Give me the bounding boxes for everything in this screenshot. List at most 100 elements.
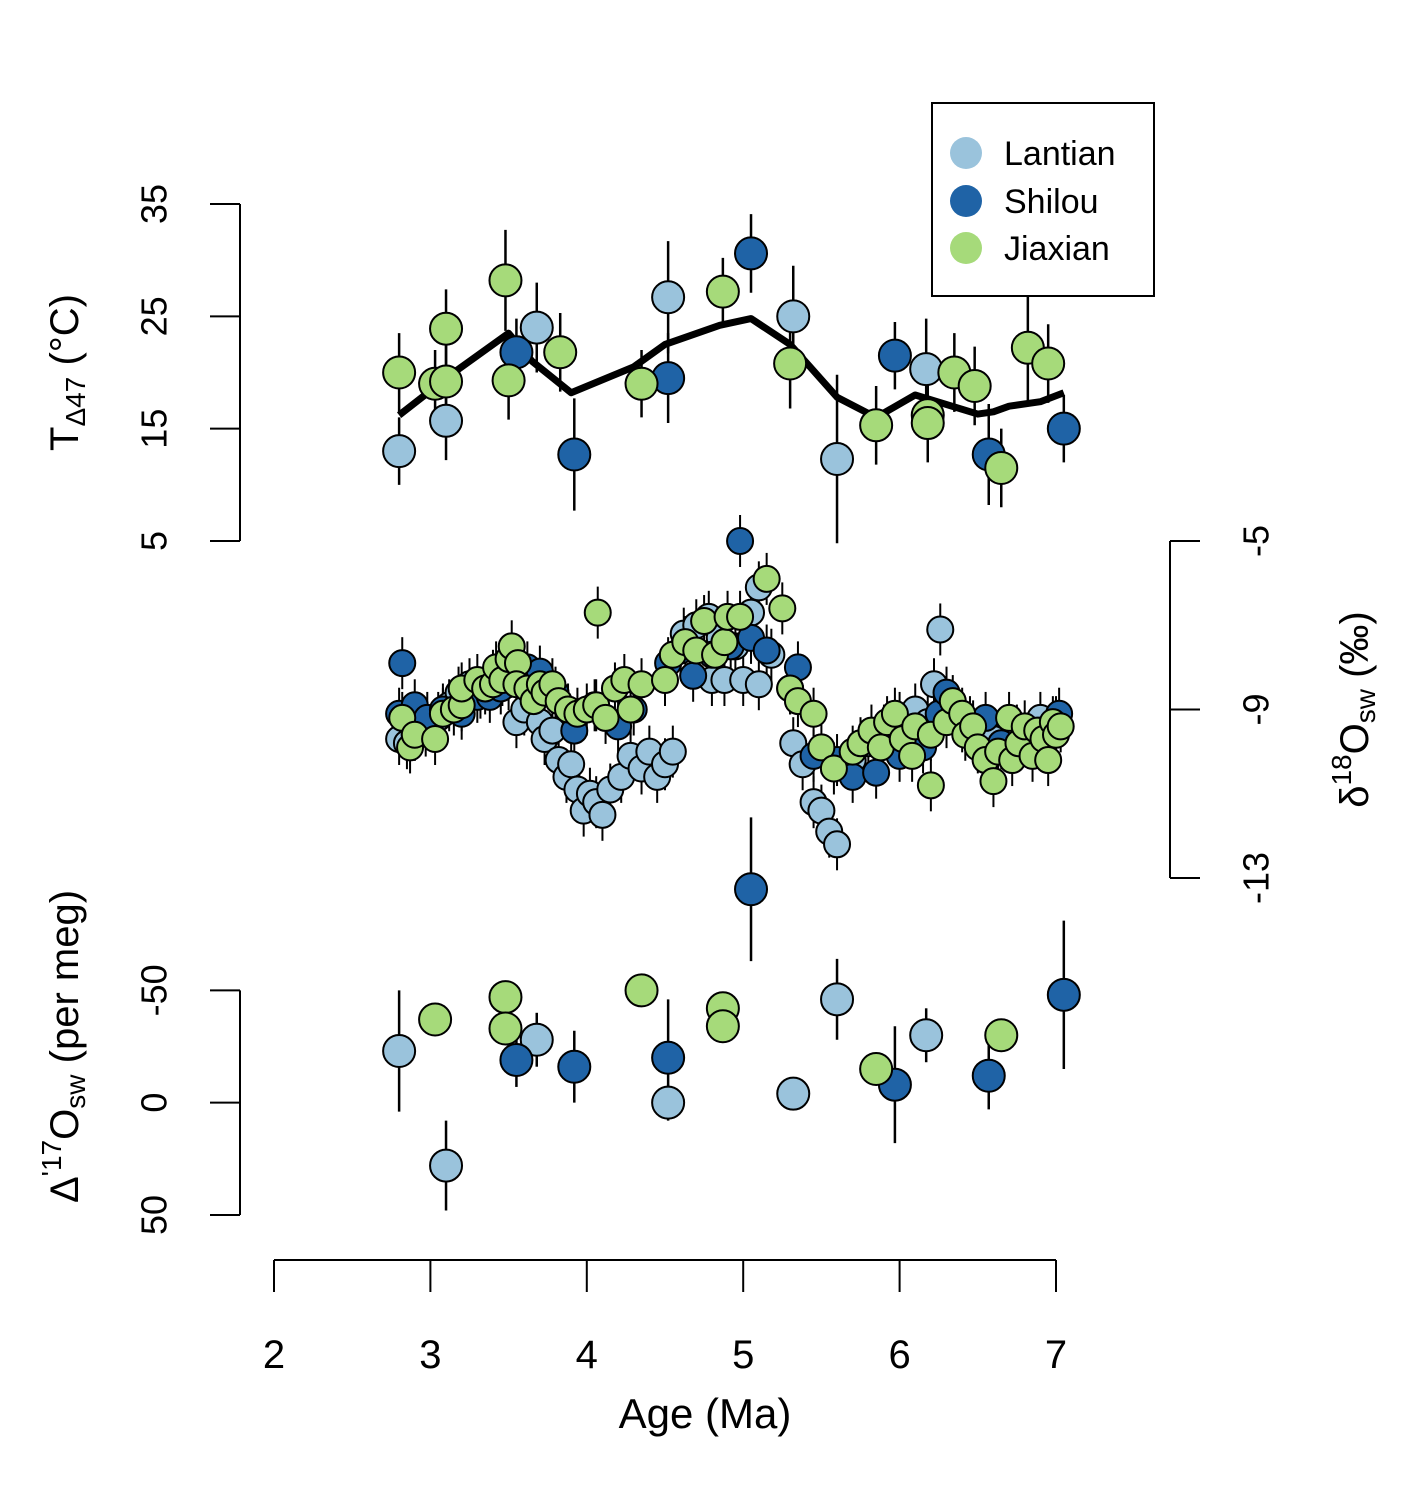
point-lantian [651,280,686,315]
y-tick-label-D17O: 50 [134,1195,175,1235]
x-tick-label: 6 [888,1333,910,1377]
point-jiaxian [957,368,992,403]
point-lantian [909,1018,944,1053]
point-shilou [752,636,781,665]
point-jiaxian [421,724,450,753]
point-jiaxian [591,703,620,732]
point-lantian [382,1033,417,1068]
y-title-rest: O [1333,723,1377,754]
point-jiaxian [910,406,945,441]
point-shilou [1046,977,1081,1012]
point-jiaxian [898,741,927,770]
panel-d18o: -13 -9 -5 δ18Osw (‰) [385,515,1381,904]
y-title-main: Δ [43,1176,87,1203]
point-shilou [877,338,912,373]
point-jiaxian [705,1009,740,1044]
point-shilou [679,661,708,690]
point-jiaxian [984,1018,1019,1053]
point-shilou [971,1058,1006,1093]
point-jiaxian [543,335,578,370]
point-shilou [499,335,534,370]
point-jiaxian [859,1051,894,1086]
point-jiaxian [1034,746,1063,775]
point-jiaxian [491,363,526,398]
point-jiaxian [583,598,612,627]
point-shilou [734,236,769,271]
point-lantian [429,403,464,438]
y-tick-label-D17O: -50 [134,964,175,1016]
y-tick-label-temperature: 35 [134,184,175,224]
point-lantian [557,750,586,779]
legend-marker-lantian [950,137,982,169]
y-title-sup: '17 [36,1140,67,1177]
point-jiaxian [418,1002,453,1037]
x-tick-label: 7 [1045,1333,1067,1377]
point-jiaxian [651,666,679,695]
x-tick-label: 4 [576,1333,598,1377]
point-jiaxian [382,355,417,390]
point-jiaxian [710,628,739,657]
x-axis-title: Age (Ma) [619,1390,792,1437]
y-title-main: δ [1333,786,1377,808]
x-axis: 2 3 4 5 6 7 Age (Ma) [263,1259,1067,1437]
x-tick-label: 2 [263,1333,285,1377]
point-jiaxian [984,450,1019,485]
panel-d17o: -50 0 50 Δ'17Osw (per meg) [36,817,1081,1235]
panel-temperature: 5 15 25 35 TΔ47 (°C) [43,184,1081,551]
point-jiaxian [880,699,909,728]
point-shilou [557,437,592,472]
point-shilou [388,649,417,678]
point-lantian [588,800,617,829]
point-jiaxian [624,973,659,1008]
point-lantian [382,434,417,469]
legend-marker-jiaxian [950,232,982,264]
y-title-main: T [43,427,87,451]
legend-marker-shilou [950,185,982,217]
point-jiaxian [488,980,523,1015]
point-jiaxian [624,366,659,401]
point-shilou [557,1049,592,1084]
legend: Lantian Shilou Jiaxian [931,102,1155,297]
point-jiaxian [979,767,1008,796]
point-jiaxian [1046,712,1075,741]
point-jiaxian [616,695,645,724]
point-jiaxian [752,564,781,593]
point-jiaxian [705,274,740,309]
point-shilou [726,527,755,555]
point-lantian [776,1076,811,1111]
point-jiaxian [488,1011,523,1046]
point-jiaxian [859,408,894,443]
y-axis-title-temperature: TΔ47 (°C) [43,294,91,451]
point-jiaxian [488,263,523,298]
point-lantian [823,830,852,859]
y-title-rest: O [43,1109,87,1140]
point-lantian [744,670,773,699]
point-jiaxian [773,346,808,381]
point-jiaxian [799,699,828,728]
point-jiaxian [627,670,656,699]
point-lantian [651,1085,686,1120]
legend-label-jiaxian: Jiaxian [1004,230,1110,268]
legend-label-shilou: Shilou [1004,183,1099,221]
y-tick-label-temperature: 25 [134,296,175,336]
legend-label-lantian: Lantian [1004,135,1116,173]
point-jiaxian [690,607,719,636]
y-title-sub: sw [60,1074,91,1109]
point-jiaxian [429,364,464,399]
point-shilou [499,1042,534,1077]
point-lantian [658,737,687,766]
point-shilou [734,872,769,907]
point-jiaxian [819,754,848,783]
y-title-sup: 18 [1326,754,1357,785]
point-lantian [776,299,811,334]
y-axis-title-d18O: δ18Osw (‰) [1326,611,1381,808]
point-lantian [926,615,955,644]
point-jiaxian [916,771,945,800]
point-lantian [820,982,855,1017]
y-title-sub: sw [1350,688,1381,723]
point-shilou [862,758,891,787]
y-tick-label-d18O: -13 [1236,852,1277,904]
point-shilou [651,1040,686,1075]
y-axis-title-D17O: Δ'17Osw (per meg) [36,890,91,1203]
point-lantian [429,1148,464,1183]
